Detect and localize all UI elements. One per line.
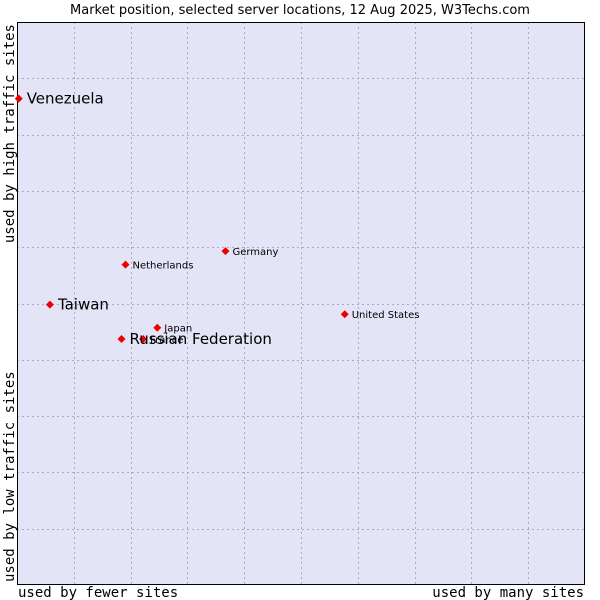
point-label: Taiwan — [57, 296, 109, 314]
point-label: Japan — [163, 324, 192, 335]
grid-lines — [17, 22, 585, 585]
point-france: France — [139, 334, 183, 346]
point-taiwan: Taiwan — [45, 296, 109, 314]
point-marker — [221, 247, 230, 256]
point-marker — [139, 334, 148, 343]
x-axis-label-right: used by many sites — [432, 585, 584, 600]
y-axis-label-top: used by high traffic sites — [2, 24, 18, 243]
point-venezuela: Venezuela — [14, 90, 104, 108]
point-marker — [121, 260, 130, 269]
point-label: Germany — [232, 247, 278, 258]
point-germany: Germany — [221, 247, 278, 258]
point-label: Russian Federation — [130, 330, 272, 348]
point-netherlands: Netherlands — [121, 260, 193, 272]
point-marker — [45, 300, 54, 309]
y-axis-label-bottom: used by low traffic sites — [2, 371, 18, 582]
point-russian-federation: Russian Federation — [117, 330, 272, 348]
x-axis-label-left: used by fewer sites — [18, 585, 178, 600]
point-label: Netherlands — [132, 261, 193, 272]
point-label: United States — [352, 310, 420, 321]
point-united-states: United States — [340, 310, 420, 321]
point-marker — [14, 94, 23, 103]
chart-title: Market position, selected server locatio… — [70, 3, 530, 18]
data-points: Venezuela Germany Netherlands Taiwan United … — [14, 90, 420, 348]
point-label: France — [150, 335, 183, 346]
point-japan: Japan — [153, 323, 192, 335]
point-marker — [117, 334, 126, 343]
point-label: Venezuela — [27, 90, 104, 108]
plot-border — [17, 22, 585, 585]
point-marker — [153, 323, 162, 332]
point-marker — [340, 310, 349, 319]
